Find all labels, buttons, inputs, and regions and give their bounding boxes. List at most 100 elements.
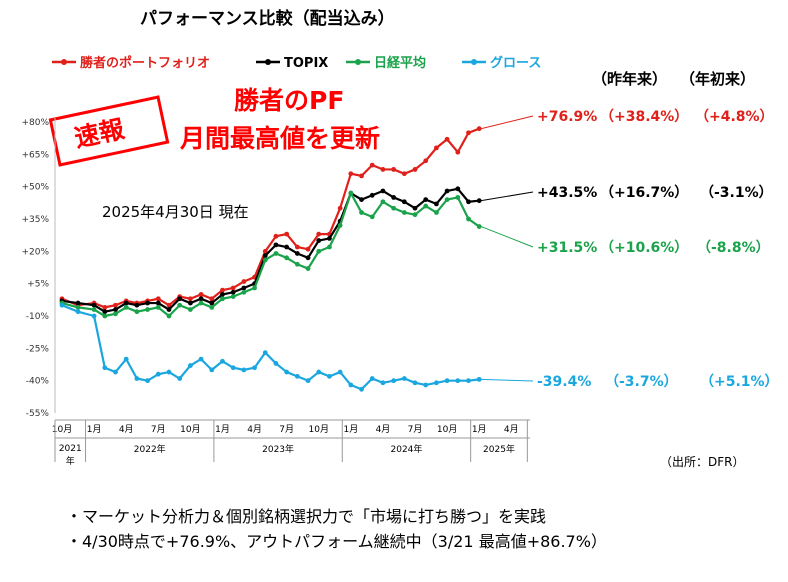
- legend-item-growth: グロース: [462, 55, 541, 71]
- series-point: [466, 130, 471, 136]
- series-point: [369, 376, 375, 381]
- series-point: [348, 171, 354, 177]
- leader-line: [481, 378, 534, 382]
- series-point: [198, 356, 204, 362]
- series-point: [230, 285, 236, 291]
- series-point: [284, 244, 290, 250]
- series-point: [305, 255, 311, 261]
- series-point: [434, 201, 439, 207]
- series-point: [284, 231, 290, 237]
- year-label: 2025年: [483, 443, 515, 455]
- series-point: [294, 373, 300, 379]
- series-point: [241, 289, 247, 295]
- series-point: [401, 376, 407, 381]
- series-point: [102, 313, 108, 319]
- series-point: [423, 203, 429, 209]
- series-layer: [59, 115, 534, 392]
- x-tick-label: 7月: [151, 424, 166, 435]
- series-point: [444, 197, 450, 203]
- series-point: [401, 171, 407, 177]
- headline-line1: 勝者のPF: [234, 86, 344, 115]
- series-point: [113, 369, 118, 375]
- series-point: [316, 369, 322, 375]
- series-point: [476, 126, 482, 132]
- series-point: [294, 261, 300, 267]
- legend-label-nikkei: 日経平均: [374, 55, 426, 71]
- series-point: [412, 380, 418, 386]
- y-tick-label: -25%: [26, 344, 50, 354]
- series-point: [284, 369, 290, 375]
- series-point: [166, 307, 172, 312]
- series-point: [187, 363, 193, 368]
- series-point: [198, 296, 204, 302]
- series-point: [369, 162, 375, 168]
- y-tick-label: +80%: [21, 118, 49, 128]
- series-point: [241, 285, 247, 291]
- series-point: [466, 378, 471, 384]
- series-point: [187, 296, 193, 302]
- series-point: [327, 373, 332, 379]
- leader-line: [481, 226, 534, 248]
- headline-line2: 月間最高値を更新: [179, 124, 380, 153]
- series-point: [155, 304, 161, 310]
- series-point: [391, 378, 397, 384]
- series-point: [455, 195, 461, 200]
- bullet-2: ・4/30時点で+76.9%、アウトパフォーム継続中（3/21 最高値+86.7…: [66, 532, 607, 551]
- series-point: [455, 186, 461, 192]
- series-point: [434, 210, 439, 215]
- legend-item-winner: 勝者のポートフォリオ: [52, 55, 210, 71]
- series-point: [444, 378, 450, 384]
- series-point: [337, 205, 343, 211]
- series-point: [444, 136, 450, 142]
- series-point: [391, 195, 397, 200]
- year-label: 2021: [59, 444, 82, 454]
- series-point: [401, 199, 407, 205]
- series-point: [91, 307, 97, 312]
- date-label: 2025年4月30日 現在: [102, 203, 249, 221]
- series-point: [412, 167, 418, 172]
- x-tick-label: 1月: [343, 424, 358, 435]
- series-point: [102, 309, 108, 315]
- topix-total: +43.5%: [537, 185, 597, 201]
- legend-label-winner: 勝者のポートフォリオ: [80, 55, 210, 71]
- series-point: [273, 242, 279, 248]
- x-tick-label: 1月: [87, 424, 102, 435]
- series-point: [337, 223, 343, 228]
- y-tick-label: -55%: [26, 409, 50, 419]
- flash-stamp-text: 速報: [72, 114, 128, 153]
- series-point: [230, 365, 236, 371]
- series-point: [134, 376, 140, 381]
- series-point: [359, 386, 364, 392]
- flash-stamp: 速報: [48, 95, 170, 167]
- y-tick-label: +50%: [21, 183, 49, 193]
- series-point: [177, 376, 183, 381]
- series-point: [369, 192, 375, 198]
- series-point: [177, 296, 183, 302]
- series-point: [230, 294, 236, 299]
- series-point: [91, 313, 97, 319]
- series-point: [327, 244, 332, 250]
- series-point: [348, 190, 354, 196]
- series-point: [75, 304, 81, 310]
- year-label: 2024年: [391, 443, 423, 455]
- series-point: [401, 210, 407, 215]
- header-ytd: （年初来）: [680, 70, 755, 88]
- series-point: [262, 248, 268, 254]
- series-point: [209, 300, 215, 306]
- legend-label-growth: グロース: [490, 55, 541, 71]
- series-point: [423, 382, 429, 388]
- series-point: [102, 304, 108, 310]
- series-point: [337, 369, 343, 375]
- series-point: [391, 205, 397, 211]
- series-point: [209, 304, 215, 310]
- series-point: [359, 210, 364, 215]
- series-point: [252, 285, 257, 291]
- series-point: [455, 378, 461, 384]
- x-tick-label: 7月: [408, 424, 423, 435]
- x-tick-label: 10月: [437, 424, 457, 435]
- series-point: [294, 251, 300, 256]
- series-point: [241, 367, 247, 373]
- series-point: [327, 236, 332, 241]
